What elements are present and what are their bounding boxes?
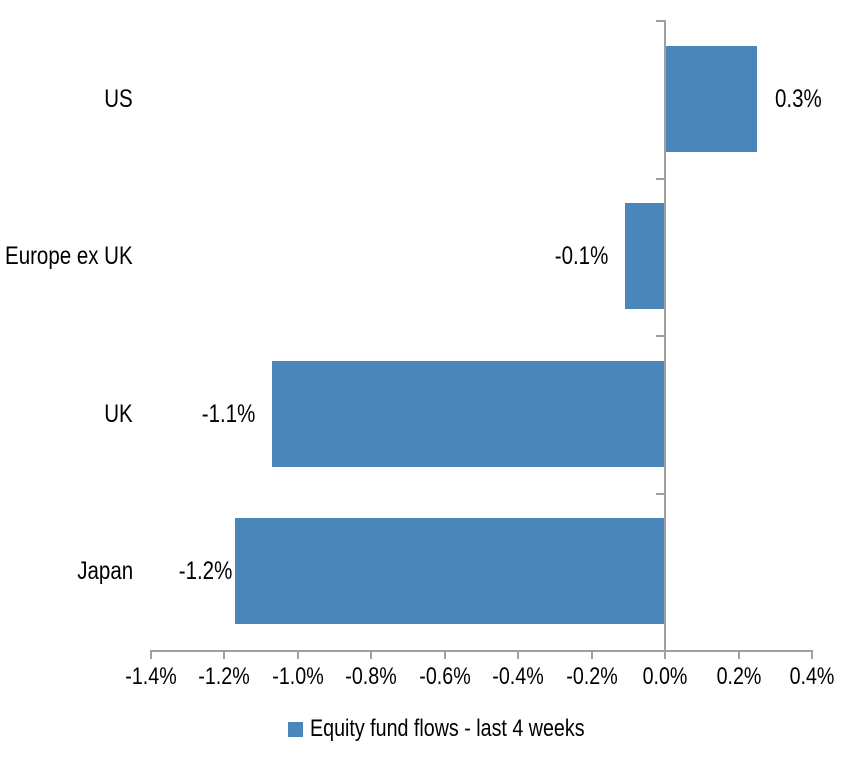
x-tick-mark	[443, 650, 446, 659]
x-tick-label: 0.2%	[716, 663, 761, 690]
x-tick-label: -0.4%	[492, 663, 544, 690]
x-tick-mark	[737, 650, 740, 659]
y-tick-mark	[655, 177, 664, 180]
bar	[235, 518, 665, 625]
bar	[624, 203, 665, 310]
x-tick-mark	[811, 650, 813, 659]
x-tick-label: 0.0%	[642, 663, 688, 690]
bar	[271, 360, 665, 467]
y-tick-mark	[655, 20, 664, 22]
x-tick-mark	[223, 650, 225, 659]
bar-value-label: 0.3%	[774, 84, 822, 113]
x-tick-mark	[517, 650, 519, 659]
bar-value-label: -1.2%	[178, 557, 233, 586]
x-tick-mark	[590, 650, 593, 659]
legend: Equity fund flows - last 4 weeks	[288, 714, 645, 744]
x-tick-label: -1.2%	[198, 663, 250, 690]
x-tick-mark	[149, 650, 152, 659]
category-label: Japan	[77, 557, 133, 586]
category-label: Europe ex UK	[5, 242, 133, 271]
x-tick-mark	[664, 650, 666, 659]
x-tick-label: -1.4%	[124, 663, 177, 690]
x-tick-label: -0.8%	[345, 663, 397, 690]
y-tick-mark	[655, 492, 664, 495]
x-tick-label: -0.6%	[418, 663, 471, 690]
x-axis-line	[149, 650, 813, 652]
x-tick-label: -0.2%	[565, 663, 618, 690]
bar	[665, 45, 757, 152]
bar-value-label: -0.1%	[555, 242, 609, 271]
bar-value-label: -1.1%	[202, 399, 256, 428]
x-tick-mark	[296, 650, 299, 659]
x-tick-label: 0.4%	[789, 663, 835, 690]
x-tick-mark	[370, 650, 372, 659]
x-tick-label: -1.0%	[271, 663, 324, 690]
legend-label: Equity fund flows - last 4 weeks	[310, 715, 585, 742]
category-label: US	[104, 84, 133, 113]
y-tick-mark	[655, 335, 664, 337]
y-axis-line	[663, 20, 666, 658]
category-label: UK	[104, 399, 133, 428]
legend-marker-swatch	[288, 721, 303, 737]
